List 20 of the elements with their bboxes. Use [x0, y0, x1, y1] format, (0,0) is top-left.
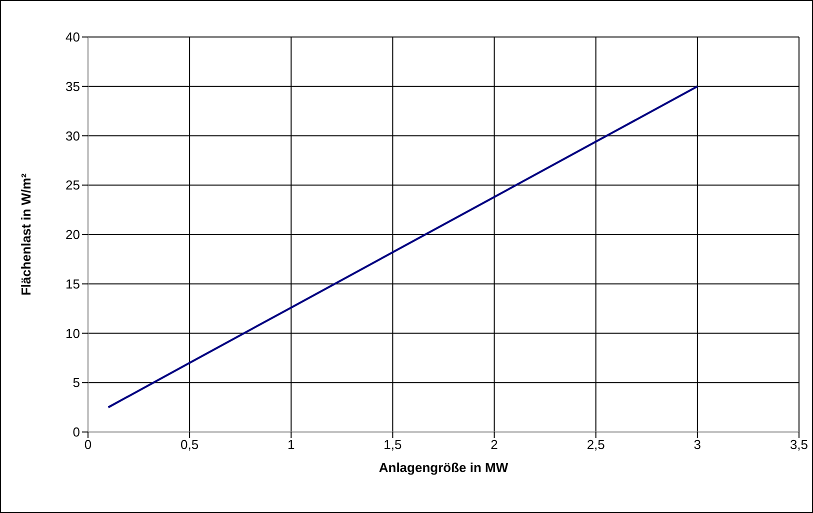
x-tick-label: 3,5 — [790, 437, 808, 452]
x-tick-label: 2,5 — [586, 437, 605, 452]
y-tick-label: 30 — [66, 128, 80, 144]
y-axis-title: Flächenlast in W/m² — [18, 172, 34, 296]
x-tick-label: 3 — [694, 437, 702, 452]
x-tick-label: 0,5 — [180, 437, 199, 452]
line-series — [107, 85, 698, 408]
x-axis-title: Anlagengröße in MW — [378, 460, 509, 475]
y-tick-label: 20 — [66, 227, 80, 242]
y-tick-label: 10 — [66, 326, 80, 341]
x-tick-label: 2 — [490, 437, 498, 452]
y-tick-label: 25 — [66, 178, 80, 193]
x-tick-label: 1,5 — [384, 437, 402, 452]
x-tick-label: 0 — [84, 437, 92, 452]
y-tick-label: 35 — [66, 78, 80, 94]
y-tick-label: 40 — [66, 30, 80, 45]
x-tick-label: 1 — [288, 437, 295, 452]
y-tick-label: 5 — [72, 375, 80, 390]
y-tick-label: 0 — [72, 424, 80, 440]
y-tick-label: 15 — [66, 276, 80, 292]
